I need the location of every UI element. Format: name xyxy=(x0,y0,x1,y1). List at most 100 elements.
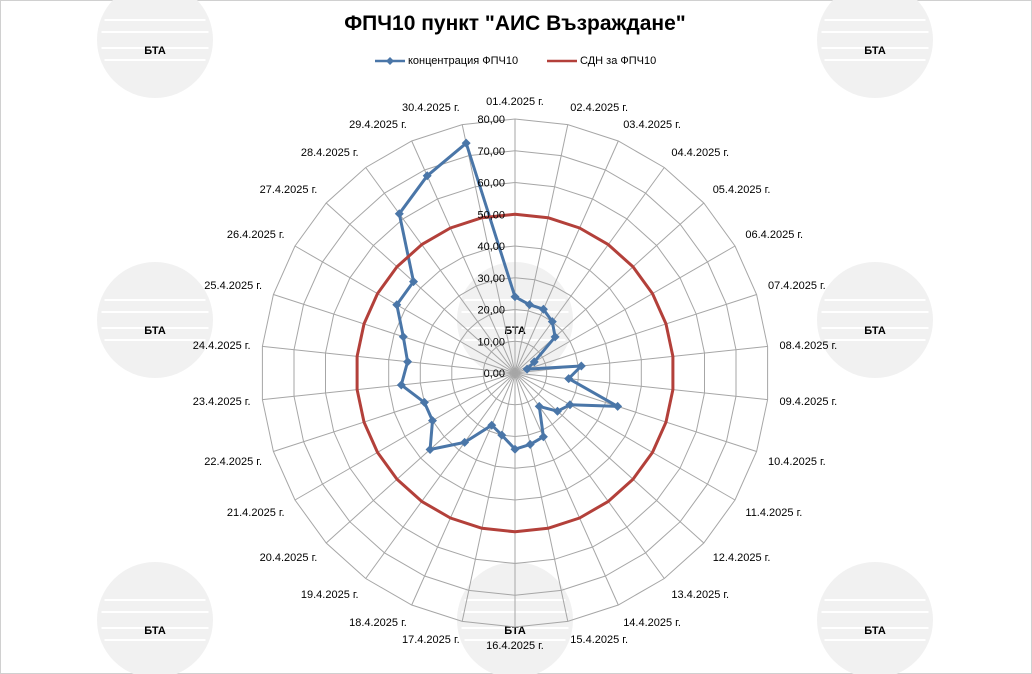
category-label: 22.4.2025 г. xyxy=(204,456,262,468)
watermark-text: БТА xyxy=(504,625,526,637)
radial-tick-label: 50,00 xyxy=(477,209,505,221)
grid-spoke xyxy=(514,245,736,374)
series-line-2 xyxy=(355,212,675,534)
grid-spoke xyxy=(411,372,516,606)
grid-spoke xyxy=(273,294,516,374)
category-label: 26.4.2025 г. xyxy=(227,229,285,241)
data-point xyxy=(534,401,544,411)
category-label: 23.4.2025 г. xyxy=(193,396,251,408)
data-point xyxy=(538,304,548,314)
grid-spoke xyxy=(514,167,665,374)
radial-tick-label: 0,00 xyxy=(484,368,505,380)
category-label: 15.4.2025 г. xyxy=(570,634,628,646)
grid-spoke xyxy=(514,372,705,544)
legend-marker-concentration xyxy=(375,57,405,65)
data-point xyxy=(613,401,623,411)
data-point xyxy=(487,420,497,430)
grid-spoke xyxy=(365,372,516,579)
data-point xyxy=(525,300,535,310)
grid-spoke xyxy=(514,372,569,622)
data-point xyxy=(576,361,586,371)
grid-spoke xyxy=(514,202,705,374)
grid-spoke xyxy=(514,372,619,606)
data-point xyxy=(394,209,404,219)
watermark-logo: БТА xyxy=(817,562,933,674)
watermark-logo: БТА xyxy=(97,0,213,98)
category-label: 20.4.2025 г. xyxy=(260,552,318,564)
category-label: 19.4.2025 г. xyxy=(301,589,359,601)
data-point xyxy=(525,439,535,449)
data-point xyxy=(425,444,435,454)
data-point xyxy=(396,380,406,390)
grid-spoke xyxy=(294,245,516,374)
radial-tick-label: 20,00 xyxy=(477,305,505,317)
data-point xyxy=(529,357,539,367)
grid-spoke xyxy=(273,372,516,452)
watermark-text: БТА xyxy=(864,325,886,337)
grid-spoke xyxy=(294,372,516,501)
chart-title: ФПЧ10 пункт "АИС Възраждане" xyxy=(344,12,686,35)
category-label: 08.4.2025 г. xyxy=(780,340,838,352)
grid-spoke xyxy=(461,124,516,374)
watermark-text: БТА xyxy=(144,325,166,337)
category-label: 16.4.2025 г. xyxy=(486,640,544,652)
category-label: 27.4.2025 г. xyxy=(260,184,318,196)
data-point xyxy=(547,317,557,327)
category-label: 09.4.2025 г. xyxy=(780,396,838,408)
watermark-text: БТА xyxy=(144,45,166,57)
data-point xyxy=(550,332,560,342)
data-point xyxy=(460,437,470,447)
category-label: 03.4.2025 г. xyxy=(623,119,681,131)
category-label: 21.4.2025 г. xyxy=(227,507,285,519)
grid-spoke xyxy=(461,372,516,622)
watermark-text: БТА xyxy=(864,45,886,57)
data-point xyxy=(392,300,402,310)
category-label: 12.4.2025 г. xyxy=(713,552,771,564)
category-label: 02.4.2025 г. xyxy=(570,102,628,114)
data-point xyxy=(510,292,520,302)
radial-tick-label: 30,00 xyxy=(477,273,505,285)
grid-spoke xyxy=(514,372,736,501)
radial-tick-label: 10,00 xyxy=(477,336,505,348)
category-label: 07.4.2025 г. xyxy=(768,280,826,292)
grid-spoke xyxy=(262,345,516,374)
radial-tick-label: 60,00 xyxy=(477,178,505,190)
category-label: 10.4.2025 г. xyxy=(768,456,826,468)
data-point xyxy=(409,277,419,287)
watermark-logo: БТА xyxy=(817,262,933,378)
radial-tick-label: 40,00 xyxy=(477,241,505,253)
data-point xyxy=(538,432,548,442)
data-point xyxy=(522,364,532,374)
category-label: 30.4.2025 г. xyxy=(402,102,460,114)
data-point xyxy=(428,416,438,426)
radial-tick-label: 80,00 xyxy=(477,114,505,126)
data-point xyxy=(403,357,413,367)
data-point xyxy=(422,171,432,181)
grid-spoke xyxy=(514,294,757,374)
data-point xyxy=(552,406,562,416)
grid-spoke xyxy=(514,140,619,374)
watermark-text: БТА xyxy=(864,625,886,637)
grid-spoke xyxy=(514,372,757,452)
watermark-logo: БТА xyxy=(97,562,213,674)
legend-label-limit: СДН за ФПЧ10 xyxy=(580,55,657,67)
category-label: 24.4.2025 г. xyxy=(193,340,251,352)
grid-spoke xyxy=(514,372,768,401)
watermark-logo: БТА xyxy=(97,262,213,378)
data-point xyxy=(565,400,575,410)
category-label: 11.4.2025 г. xyxy=(745,507,802,519)
category-label: 05.4.2025 г. xyxy=(713,184,771,196)
category-label: 25.4.2025 г. xyxy=(204,280,262,292)
data-point xyxy=(497,430,507,440)
category-label: 29.4.2025 г. xyxy=(349,119,407,131)
grid-spoke xyxy=(411,140,516,374)
category-label: 18.4.2025 г. xyxy=(349,617,407,629)
data-point xyxy=(398,332,408,342)
legend-marker-limit xyxy=(547,59,577,63)
watermark-logo: БТА xyxy=(817,0,933,98)
grid-spoke xyxy=(262,372,516,401)
category-label: 28.4.2025 г. xyxy=(301,147,359,159)
watermark-text: БТА xyxy=(144,625,166,637)
grid-spoke xyxy=(514,124,569,374)
